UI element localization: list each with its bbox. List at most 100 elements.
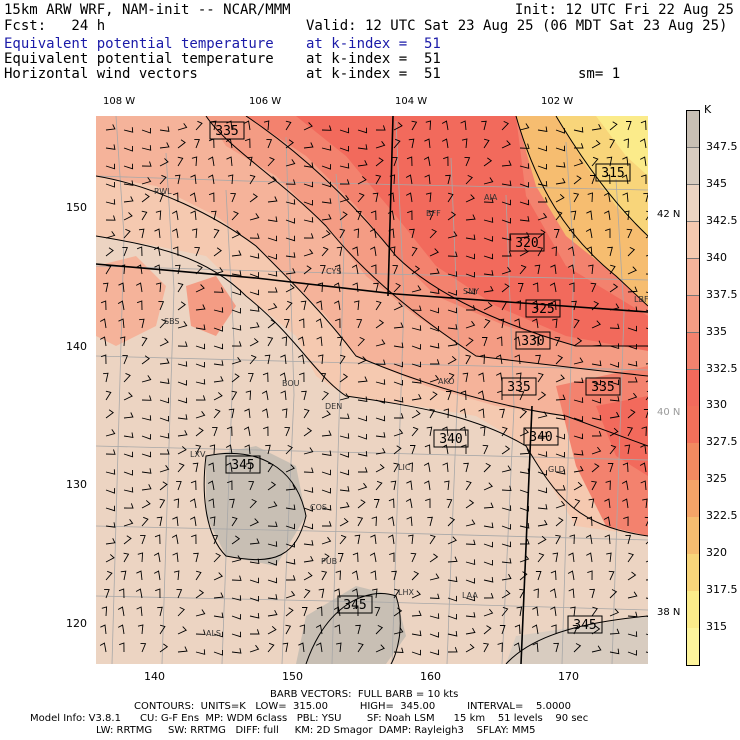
wind-barb [465,627,476,635]
wind-barb [519,539,530,545]
wind-barb [177,301,186,311]
wind-barb [465,194,475,203]
wind-barb [231,289,242,296]
colorbar-segment [687,369,699,407]
wind-barb [609,138,616,149]
wind-barb [191,534,197,545]
wind-barb [607,463,614,473]
station-label: CYS [326,267,341,276]
wind-barb [537,470,548,476]
wind-barb [303,217,314,223]
wind-barb [231,270,242,276]
wind-barb [177,462,185,473]
wind-barb [483,625,492,635]
wind-barb [231,325,242,331]
station-label: AKO [438,377,455,386]
wind-barb [482,444,489,455]
wind-barb [573,318,580,329]
wind-barb [430,359,440,365]
wind-barb [411,590,421,599]
wind-barb [321,570,328,581]
wind-barb [591,431,602,437]
wind-barb [195,120,203,131]
wind-barb [156,516,163,527]
wind-barb [138,228,145,239]
wind-barb [519,264,527,275]
x-tick: 160 [420,670,441,683]
wind-barb [155,282,162,293]
wind-barb [302,607,308,617]
wind-barb [249,233,260,239]
wind-barb [123,146,133,152]
wind-barb [519,487,529,494]
wind-barb [299,624,305,635]
wind-barb [105,505,116,512]
wind-barb [207,156,215,167]
smoothing-label: sm= 1 [578,66,621,82]
wind-barb [375,447,386,455]
wind-barb [231,308,241,314]
wind-barb [537,535,547,545]
forecast-hour: Fcst: 24 h [4,18,106,34]
contour-label-box [523,427,559,446]
wind-barb [609,343,620,350]
wind-barb [407,462,413,473]
wind-barb [267,462,274,473]
colorbar-label: 347.5 [706,139,738,153]
wind-barb [483,157,493,167]
wind-barb [303,162,314,168]
wind-barb [285,235,296,242]
wind-barb [227,174,234,185]
wind-barb [195,343,206,350]
wind-barb [299,372,305,383]
wind-barb [514,318,521,329]
wind-barb [375,432,386,438]
wind-barb [411,361,422,368]
wind-barb [119,264,126,275]
wind-barb [393,445,402,455]
wind-barb [339,179,350,185]
wind-barb [519,247,529,257]
wind-barb [195,649,206,655]
wind-barb [585,228,593,239]
wind-barb [609,283,619,293]
lon-label: 104 W [395,96,428,107]
wind-barb [535,354,541,365]
wind-barb [174,174,181,185]
wind-barb [303,200,313,206]
wind-barb [357,176,367,185]
wind-barb [267,577,278,584]
wind-barb [231,555,242,563]
wind-barb [627,409,636,419]
wind-barb [320,372,327,383]
wind-barb [159,158,169,167]
wind-barb [159,318,167,329]
wind-barb [375,398,386,404]
wind-barb [285,284,295,293]
contour-label-box [585,377,621,396]
wind-barb [466,305,476,311]
wind-barb [303,523,314,530]
y-tick: 120 [66,617,87,630]
wind-barb [280,354,287,365]
wind-barb [154,534,161,545]
wind-barb [249,174,256,185]
wind-barb [591,398,601,404]
wind-barb [623,516,629,527]
colorbar-segment [687,517,699,555]
wind-barb [105,247,114,257]
wind-barb [643,409,648,419]
wind-barb [105,570,113,581]
wind-barb [423,462,431,473]
contour-label-box [209,121,245,140]
wind-barb [609,396,620,402]
wind-barb [388,192,395,203]
wind-barb [465,289,476,295]
wind-barb [321,553,330,563]
wind-barb [303,265,312,275]
wind-barb [136,570,143,581]
wind-barb [141,336,148,347]
wind-barb [519,216,530,222]
wind-barb [518,390,525,401]
wind-barb [249,322,260,329]
